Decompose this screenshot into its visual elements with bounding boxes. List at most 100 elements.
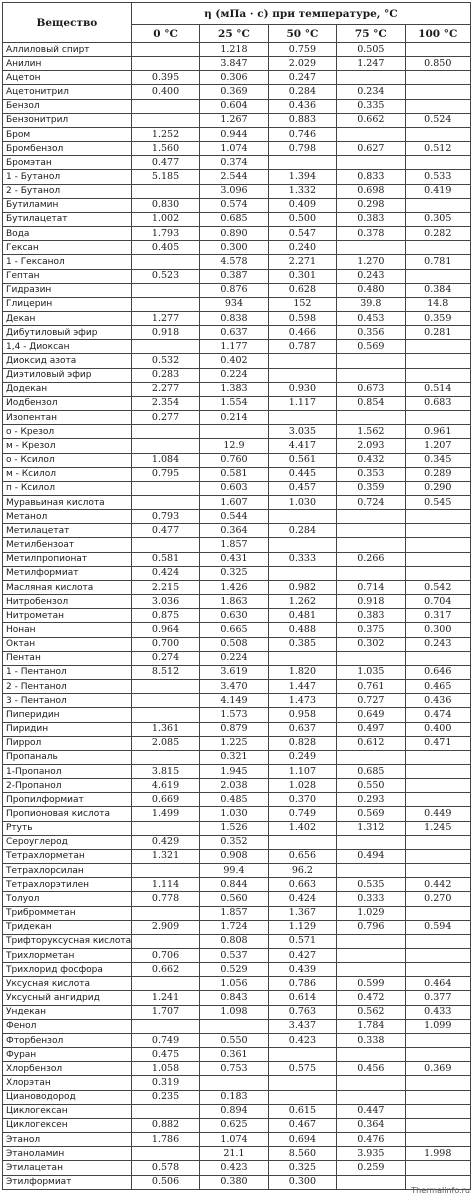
substance-name-cell: Ртуть (2, 820, 132, 836)
temperature-header: 75 °C (336, 24, 406, 43)
viscosity-value-cell (336, 834, 406, 850)
viscosity-value-cell: 0.786 (267, 976, 338, 992)
table-row: Трибромметан 1.857 1.367 1.029 (2, 905, 472, 921)
viscosity-value-cell (130, 41, 201, 58)
viscosity-value-cell (336, 70, 406, 86)
viscosity-value-cell: 0.685 (336, 763, 406, 780)
viscosity-value-cell: 1.707 (130, 1004, 201, 1020)
table-row: Муравьиная кислота 1.607 1.030 0.724 0.545 (2, 494, 472, 511)
temperature-header: 25 °C (199, 24, 269, 43)
table-row: Этанол 1.786 1.074 0.694 0.476 (2, 1132, 472, 1148)
viscosity-value-cell: 1.218 (199, 41, 269, 58)
viscosity-value-cell: 0.700 (130, 636, 201, 652)
viscosity-value-cell (404, 792, 472, 808)
viscosity-value-cell: 0.581 (130, 551, 201, 567)
viscosity-value-cell: 1.245 (404, 820, 472, 836)
table-row: Вода 1.793 0.890 0.547 0.378 0.282 (2, 226, 472, 242)
viscosity-value-cell (404, 933, 472, 950)
viscosity-value-cell: 1.129 (267, 919, 338, 935)
viscosity-value-cell: 0.359 (336, 480, 406, 497)
substance-name-cell: Хлорбензол (2, 1061, 132, 1077)
viscosity-value-cell: 96.2 (267, 863, 338, 879)
viscosity-value-cell: 1.056 (199, 976, 269, 992)
viscosity-value-cell: 0.345 (404, 452, 472, 468)
viscosity-value-cell: 1.998 (404, 1146, 472, 1162)
viscosity-value-cell: 0.529 (199, 962, 269, 978)
viscosity-value-cell (130, 98, 201, 114)
viscosity-value-cell: 0.383 (336, 211, 406, 228)
viscosity-value-cell: 0.500 (267, 211, 338, 228)
viscosity-value-cell: 0.542 (404, 579, 472, 596)
watermark: Thermalinfo.ru (411, 1186, 470, 1195)
viscosity-value-cell: 0.338 (336, 1032, 406, 1049)
table-row: Тетрахлорэтилен 1.114 0.844 0.663 0.535 0.442 (2, 877, 472, 893)
viscosity-value-cell (404, 41, 472, 58)
substance-name-cell: Гексан (2, 240, 132, 256)
viscosity-value-cell: 0.370 (267, 792, 338, 808)
viscosity-value-cell (130, 1103, 201, 1119)
viscosity-value-cell: 1.114 (130, 877, 201, 893)
viscosity-value-cell: 0.698 (336, 183, 406, 199)
viscosity-value-cell: 0.964 (130, 622, 201, 638)
substance-name-cell: Дибутиловый эфир (2, 325, 132, 341)
viscosity-value-cell: 0.400 (130, 84, 201, 100)
table-row: Гидразин 0.876 0.628 0.480 0.384 (2, 282, 472, 298)
table-row: Пропилформиат 0.669 0.485 0.370 0.293 (2, 792, 472, 808)
viscosity-value-cell: 0.301 (267, 268, 338, 284)
viscosity-value-cell: 2.354 (130, 395, 201, 412)
viscosity-value-cell (336, 933, 406, 950)
table-row: Фуран 0.475 0.361 (2, 1047, 472, 1063)
viscosity-value-cell: 0.377 (404, 990, 472, 1006)
viscosity-value-cell: 0.361 (199, 1047, 269, 1063)
viscosity-value-cell: 1.117 (267, 395, 338, 412)
viscosity-value-cell: 1.321 (130, 848, 201, 865)
viscosity-value-cell: 1.526 (199, 820, 269, 836)
substance-name-cell: Тетрахлорсилан (2, 863, 132, 879)
substance-name-cell: Метилбензоат (2, 537, 132, 553)
viscosity-value-cell: 0.277 (130, 410, 201, 426)
viscosity-value-cell: 0.637 (267, 721, 338, 737)
viscosity-value-cell: 0.385 (267, 636, 338, 652)
table-row: Этилформиат 0.506 0.380 0.300 (2, 1174, 472, 1190)
viscosity-value-cell: 0.550 (199, 1032, 269, 1049)
viscosity-value-cell: 0.778 (130, 891, 201, 907)
viscosity-value-cell: 0.918 (336, 594, 406, 610)
viscosity-value-cell: 0.423 (267, 1032, 338, 1049)
substance-name-cell: Додекан (2, 381, 132, 397)
viscosity-value-cell (267, 367, 338, 383)
viscosity-value-cell: 0.894 (199, 1103, 269, 1119)
viscosity-value-cell: 0.714 (336, 579, 406, 596)
table-row: Изопентан 0.277 0.214 (2, 410, 472, 426)
viscosity-value-cell (336, 947, 406, 964)
viscosity-value-cell (267, 353, 338, 369)
viscosity-value-cell (336, 650, 406, 666)
viscosity-value-cell (336, 410, 406, 426)
viscosity-value-cell: 5.185 (130, 169, 201, 185)
viscosity-value-cell: 0.669 (130, 792, 201, 808)
table-row: Анилин 3.847 2.029 1.247 0.850 (2, 56, 472, 72)
substance-name-cell: Пиперидин (2, 707, 132, 723)
viscosity-value-cell: 1.241 (130, 990, 201, 1006)
substance-name-cell: Этанол (2, 1132, 132, 1148)
viscosity-value-cell: 0.890 (199, 226, 269, 242)
viscosity-value-cell: 0.781 (404, 254, 472, 270)
viscosity-value-cell: 0.284 (267, 84, 338, 100)
substance-name-cell: Метилацетат (2, 523, 132, 539)
viscosity-value-cell: 0.550 (336, 778, 406, 794)
substance-name-cell: Ацетон (2, 70, 132, 86)
viscosity-value-cell: 3.470 (199, 679, 269, 695)
viscosity-value-cell: 1.177 (199, 339, 269, 355)
substance-name-cell: 1,4 - Диоксан (2, 339, 132, 355)
viscosity-value-cell: 0.759 (267, 41, 338, 58)
viscosity-value-cell (336, 1075, 406, 1091)
viscosity-value-cell: 0.544 (199, 509, 269, 525)
viscosity-value-cell: 3.035 (267, 424, 338, 440)
viscosity-value-cell: 1.058 (130, 1061, 201, 1077)
viscosity-value-cell: 0.628 (267, 282, 338, 298)
table-row: Пиррол 2.085 1.225 0.828 0.612 0.471 (2, 735, 472, 751)
table-row: Хлорэтан 0.319 (2, 1075, 472, 1091)
substance-name-cell: Этилацетан (2, 1160, 132, 1176)
viscosity-group-header: η (мПа · с) при температуре, °С (130, 2, 472, 25)
viscosity-value-cell: 0.266 (336, 551, 406, 567)
